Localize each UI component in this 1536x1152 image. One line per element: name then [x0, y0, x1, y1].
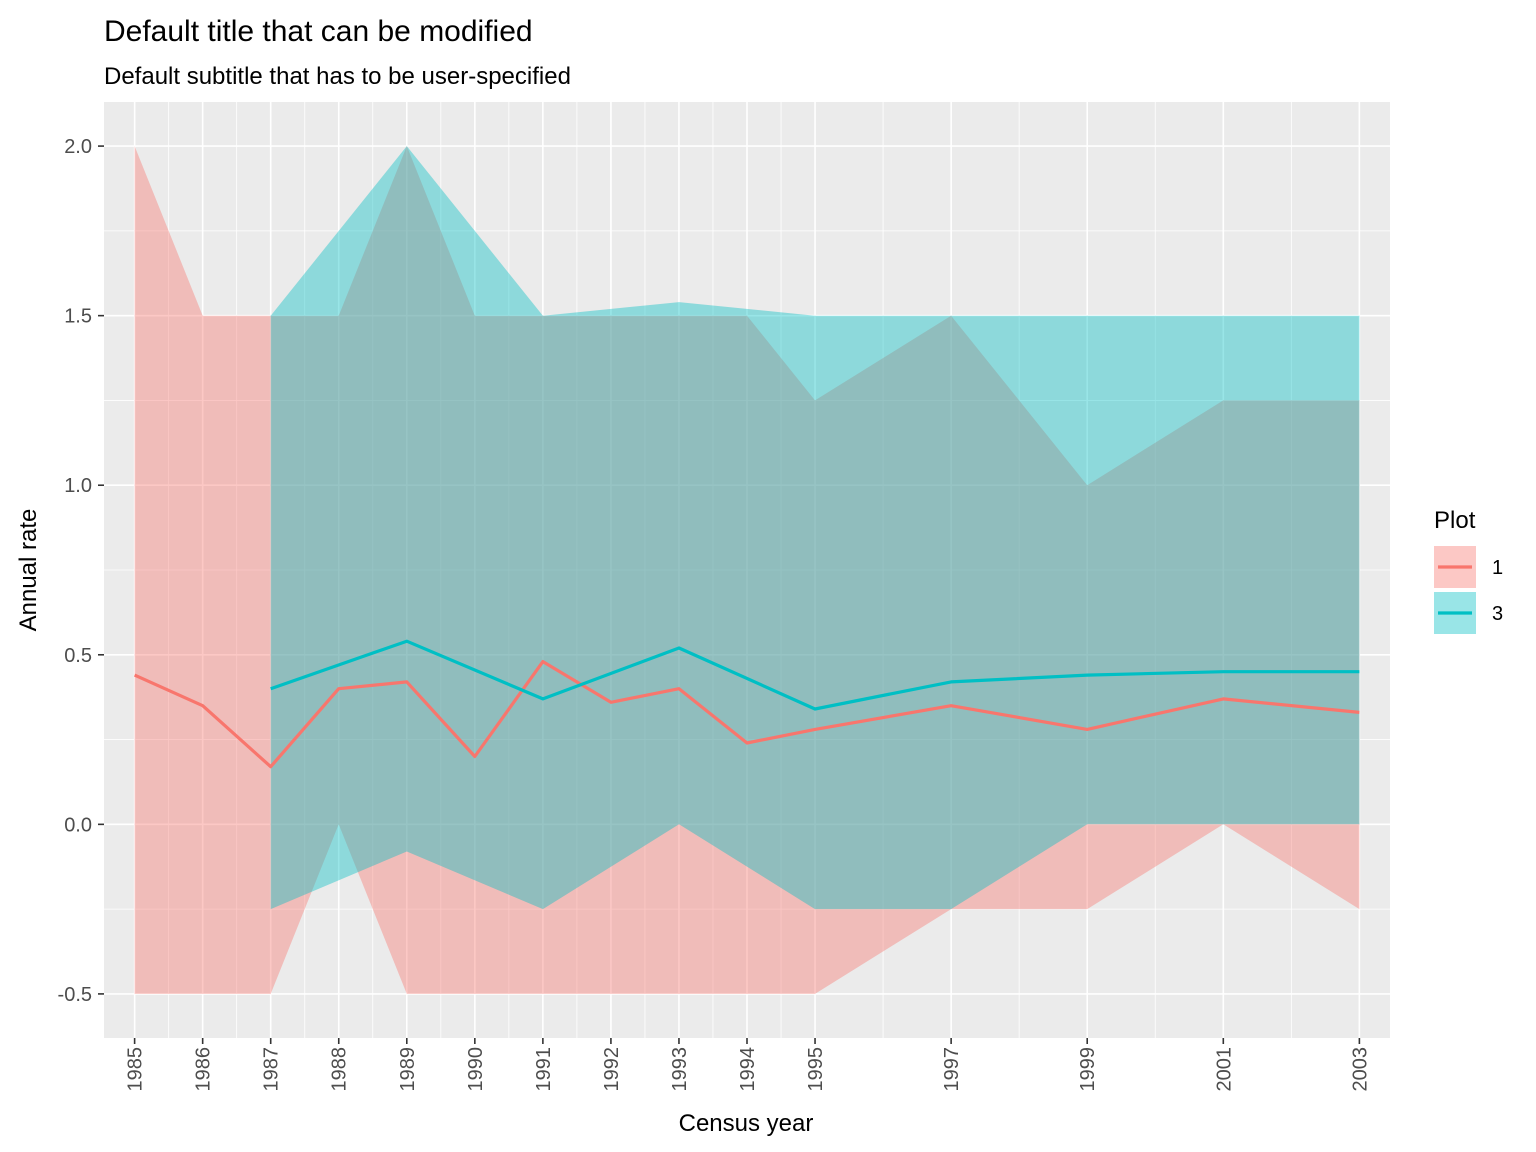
x-tick-label: 1997: [941, 1047, 963, 1092]
y-tick-label: 1.5: [64, 306, 92, 328]
y-tick-label: 1.0: [64, 475, 92, 497]
line-series-1: [133, 659, 1360, 769]
x-tick-label: 2001: [1213, 1047, 1235, 1092]
ribbon-series-1: [134, 146, 1360, 994]
ribbon-series-3: [270, 146, 1360, 910]
x-tick-label: 1991: [533, 1047, 555, 1092]
x-tick-label: 2003: [1349, 1047, 1371, 1092]
x-tick-label: 1995: [805, 1047, 827, 1092]
x-tick-label: 1988: [329, 1047, 351, 1092]
x-tick-label: 1992: [601, 1047, 623, 1092]
chart-title: Default title that can be modified: [104, 15, 533, 48]
legend-title: Plot: [1434, 507, 1476, 534]
x-axis-title: Census year: [679, 1110, 814, 1137]
x-tick-label: 1994: [737, 1047, 759, 1092]
mean-lines: [133, 639, 1360, 769]
y-tick-label: 0.5: [64, 645, 92, 667]
y-tick-label: 0.0: [64, 814, 92, 836]
legend: Plot 13: [1434, 507, 1503, 634]
x-tick-label: 1987: [261, 1047, 283, 1092]
y-tick-label: -0.5: [58, 984, 92, 1006]
line-series-3: [270, 639, 1360, 711]
legend-label-3: 3: [1492, 603, 1503, 625]
legend-label-1: 1: [1492, 557, 1503, 579]
grid-minor: [100, 102, 1394, 1038]
y-tick-label: 2.0: [64, 136, 92, 158]
x-tick-label: 1989: [397, 1047, 419, 1092]
x-tick-label: 1990: [465, 1047, 487, 1092]
x-tick-label: 1993: [669, 1047, 691, 1092]
x-tick-label: 1985: [125, 1047, 147, 1092]
grid-major: [104, 102, 1390, 1038]
chart-subtitle: Default subtitle that has to be user-spe…: [104, 63, 571, 90]
legend-items: 13: [1434, 546, 1503, 634]
x-tick-label: 1986: [193, 1047, 215, 1092]
x-axis: 1985 1986 1987 1988 1989 1990 1991 1992 1993 1994…: [125, 1038, 1371, 1092]
y-axis: -0.5 0.0 0.5 1.0 1.5 2.0: [58, 136, 104, 1006]
y-axis-title: Annual rate: [15, 509, 42, 632]
x-tick-label: 1999: [1077, 1047, 1099, 1092]
ribbons: [134, 146, 1360, 994]
